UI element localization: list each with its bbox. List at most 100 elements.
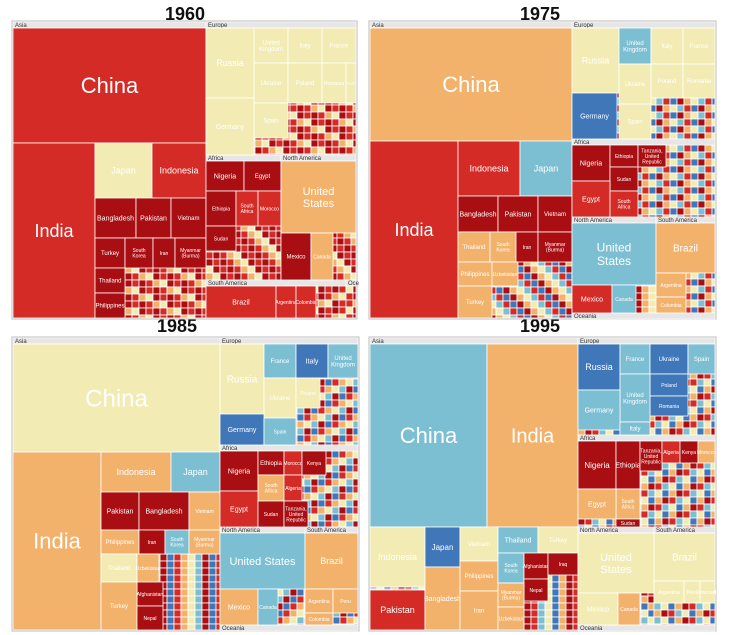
minor-country-cell	[247, 244, 256, 253]
country-label: Poland	[658, 79, 677, 85]
minor-country-cell	[683, 104, 692, 113]
minor-country-cell	[289, 125, 298, 134]
minor-country-cell	[697, 278, 706, 287]
minor-country-cell	[509, 293, 518, 302]
minor-country-cell	[544, 265, 553, 274]
minor-country-cell	[159, 279, 168, 288]
minor-country-cell	[558, 286, 567, 295]
minor-country-cell	[690, 165, 699, 174]
minor-country-cell	[317, 118, 326, 127]
country-label: Myanmar (Burma)	[545, 242, 566, 254]
minor-country-cell	[711, 200, 716, 209]
minor-country-cell	[131, 272, 140, 281]
minor-country-cell	[676, 200, 685, 209]
minor-country-cell	[317, 132, 326, 141]
minor-country-cell	[240, 258, 249, 267]
minor-country-cell	[247, 251, 256, 260]
minor-country-cell	[676, 151, 685, 160]
minor-country-cell	[317, 139, 326, 148]
country-label: Japan	[111, 166, 136, 176]
minor-country-cell	[343, 272, 352, 281]
minor-country-cell	[124, 293, 133, 302]
country-south: South	[345, 62, 357, 104]
minor-country-cell	[180, 314, 189, 319]
country-label: France	[690, 44, 709, 50]
country-ethiopia: Ethiopia	[205, 190, 237, 227]
minor-country-cell	[530, 314, 539, 319]
minor-country-cell	[261, 139, 270, 148]
country-label: Canada	[313, 254, 331, 260]
minor-country-cell	[343, 244, 352, 253]
minor-country-cell	[180, 293, 189, 302]
minor-country-cell	[166, 279, 175, 288]
minor-country-cell	[317, 285, 326, 294]
country-label: Philippines	[460, 272, 489, 278]
minor-country-cell	[523, 300, 532, 309]
minor-country-cell	[310, 139, 319, 148]
minor-country-cell	[655, 118, 664, 127]
minor-country-cell	[641, 214, 650, 218]
country-label: Sudan	[617, 177, 632, 183]
minor-country-cell	[697, 111, 706, 120]
minor-country-cell	[502, 293, 511, 302]
country-romania: Romania	[682, 63, 716, 99]
minor-country-cell	[187, 286, 196, 295]
country-label: Vietnam	[178, 216, 200, 222]
country-label: United Kingdom	[259, 40, 283, 53]
minor-country-cell	[345, 118, 354, 127]
country-label: India	[394, 220, 434, 240]
minor-country-cell	[704, 200, 713, 209]
country-philippines: Philippines	[457, 261, 493, 287]
minor-country-cell	[516, 314, 525, 319]
minor-country-cell	[180, 307, 189, 316]
minor-country-cell	[212, 272, 221, 281]
minor-country-cell	[303, 132, 312, 141]
country-myanmar-burma: Myanmar (Burma)	[174, 237, 207, 269]
minor-country-cell	[336, 272, 345, 281]
country-poland: Poland	[287, 62, 323, 104]
country-label: Spain	[263, 119, 278, 125]
minor-country-cell	[697, 151, 706, 160]
minor-country-cell	[551, 272, 560, 281]
minor-country-cell	[331, 104, 340, 113]
minor-country-cell	[261, 146, 270, 155]
minor-country-cell	[350, 272, 357, 281]
minor-country-cell	[254, 237, 263, 246]
country-china: China	[12, 27, 207, 144]
minor-country-cell	[641, 186, 650, 195]
country-ukraine: Ukraine	[253, 62, 289, 104]
minor-country-cell	[296, 132, 305, 141]
minor-country-cell	[648, 193, 657, 202]
minor-country-cell	[558, 300, 567, 309]
country-label: Ethiopia	[615, 154, 633, 160]
minor-country-cell	[523, 314, 532, 319]
minor-country-cell	[233, 251, 242, 260]
minor-country-cell	[648, 214, 657, 218]
minor-country-cell	[240, 272, 249, 281]
minor-country-cell	[226, 265, 235, 274]
minor-country-cell	[662, 118, 671, 127]
minor-country-cell	[343, 265, 352, 274]
minor-country-cell	[310, 104, 319, 113]
minor-country-cell	[662, 104, 671, 113]
minor-country-cell	[194, 286, 203, 295]
minor-country-cell	[551, 300, 560, 309]
minor-country-cell	[303, 118, 312, 127]
minor-country-cell	[173, 314, 182, 319]
country-romania: Romania	[321, 62, 347, 104]
minor-country-cell	[697, 165, 706, 174]
country-label: Romania	[324, 81, 344, 87]
minor-country-cell	[690, 172, 699, 181]
country-iran: Iran	[152, 237, 176, 269]
minor-country-cell	[352, 111, 357, 120]
minor-country-cell	[336, 237, 345, 246]
minor-country-cell	[352, 285, 357, 294]
country-colombia: Colombia	[295, 285, 317, 319]
country-label: China	[81, 73, 139, 98]
minor-country-cell	[655, 214, 664, 218]
minor-country-cell	[711, 104, 716, 113]
minor-country-cell	[509, 314, 518, 319]
region-label: Oce	[348, 281, 360, 287]
country-iran: Iran	[515, 231, 539, 263]
minor-country-cell	[124, 279, 133, 288]
